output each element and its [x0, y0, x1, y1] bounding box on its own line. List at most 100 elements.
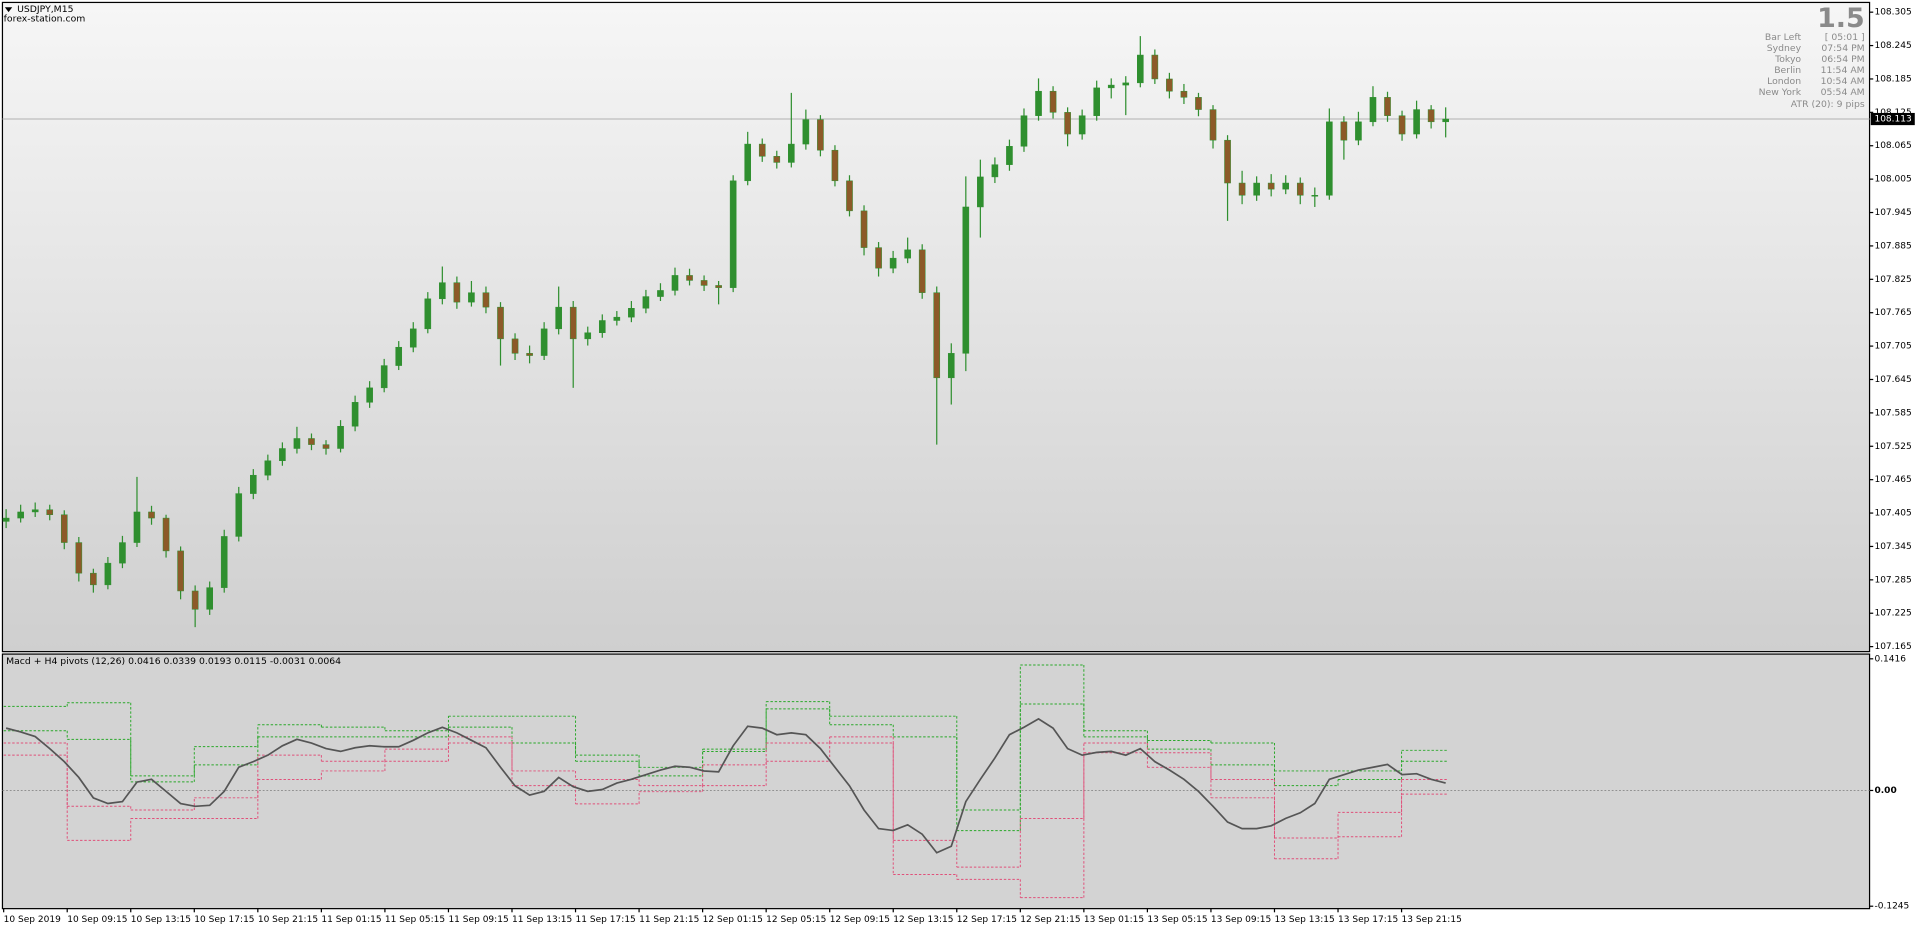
candle-body	[1166, 78, 1173, 92]
candle-body	[1064, 112, 1071, 135]
candle-body	[482, 292, 490, 308]
x-tick-label: 10 Sep 2019	[4, 915, 61, 925]
candle-body	[1035, 90, 1042, 116]
macd-line	[5, 717, 1446, 854]
candle-body	[468, 292, 475, 303]
candle-body	[104, 562, 112, 586]
candle-body	[46, 509, 54, 515]
x-tick-label: 10 Sep 21:15	[258, 915, 318, 925]
candle-body	[904, 249, 911, 259]
candle-body	[235, 493, 243, 537]
candle-body	[206, 587, 213, 610]
candle-body	[133, 511, 141, 543]
y2-tick-label: -0.1245	[1874, 902, 1909, 912]
candle-body	[250, 474, 257, 494]
candle-body	[598, 320, 606, 333]
candle-body	[177, 550, 184, 592]
candle-body	[758, 143, 766, 157]
session-time: 05:54 AM	[1821, 87, 1865, 98]
y-tick-label: 107.705	[1874, 342, 1911, 352]
candle-body	[2, 517, 10, 522]
session-time: [ 05:01 ]	[1825, 32, 1865, 43]
y-tick-label: 107.585	[1874, 408, 1911, 418]
candle-body	[409, 328, 417, 348]
candle-body	[1398, 115, 1406, 135]
candle-body	[715, 285, 722, 288]
candle-body	[279, 448, 286, 461]
candle-body	[817, 119, 824, 151]
candle-body	[366, 387, 373, 403]
y-tick-label: 108.125	[1874, 108, 1911, 118]
x-tick-label: 11 Sep 17:15	[576, 915, 636, 925]
y-tick-label: 108.065	[1874, 141, 1911, 151]
x-tick-label: 13 Sep 21:15	[1402, 915, 1462, 925]
session-name: New York	[1759, 87, 1802, 98]
candle-body	[642, 296, 650, 309]
x-tick-label: 11 Sep 05:15	[385, 915, 445, 925]
candle-body	[1180, 90, 1188, 98]
candle-body	[511, 338, 519, 354]
candle-body	[1020, 115, 1028, 147]
candle-body	[788, 143, 795, 163]
candle-body	[686, 275, 693, 281]
y-tick-label: 107.825	[1874, 275, 1911, 285]
candle-body	[497, 306, 504, 340]
candle-body	[962, 206, 970, 354]
candle-body	[1093, 87, 1100, 116]
candle-body	[628, 308, 635, 318]
candle-body	[1413, 109, 1420, 135]
macd-panel	[1, 653, 1871, 910]
candle-body	[744, 143, 752, 182]
session-name: Sydney	[1767, 43, 1802, 54]
candle-body	[220, 536, 228, 588]
session-time: 06:54 PM	[1821, 54, 1864, 65]
site-label: forex-station.com	[4, 13, 86, 24]
y-tick-label: 107.885	[1874, 241, 1911, 251]
y-tick-label: 108.185	[1874, 74, 1911, 84]
candle-body	[1355, 121, 1362, 141]
candle-body	[1369, 97, 1377, 123]
candle-body	[540, 328, 548, 356]
y-tick-label: 107.225	[1874, 609, 1911, 619]
session-time: 11:54 AM	[1821, 65, 1865, 76]
candle-body	[729, 180, 737, 288]
candle-body	[60, 514, 68, 543]
current-price-label: 108.113	[1874, 115, 1912, 125]
spread-value: 1.5	[1817, 3, 1865, 34]
candle-body	[308, 438, 315, 445]
candle-body	[1296, 182, 1304, 196]
candle-body	[1137, 54, 1144, 84]
candle-body	[90, 572, 97, 586]
candle-body	[977, 176, 984, 208]
y-tick-label: 107.945	[1874, 208, 1911, 218]
candle-body	[1195, 97, 1202, 110]
candle-body	[773, 156, 781, 163]
session-name: London	[1767, 76, 1801, 87]
candle-body	[1209, 109, 1217, 141]
menu-arrow[interactable]	[4, 7, 13, 13]
candle-body	[1238, 182, 1246, 196]
candle-body	[1253, 182, 1260, 196]
x-tick-label: 12 Sep 17:15	[957, 915, 1017, 925]
candle-body	[831, 149, 839, 182]
candle-body	[569, 306, 577, 340]
candle-body	[947, 353, 955, 379]
x-tick-label: 11 Sep 09:15	[448, 915, 508, 925]
y2-tick-label: 0.00	[1874, 786, 1896, 796]
candle-body	[860, 210, 868, 248]
y-tick-label: 107.525	[1874, 442, 1911, 452]
y-tick-label: 108.005	[1874, 175, 1911, 185]
candle-body	[119, 542, 126, 564]
x-tick-label: 11 Sep 13:15	[512, 915, 572, 925]
y-tick-label: 107.405	[1874, 509, 1911, 519]
x-tick-label: 13 Sep 17:15	[1338, 915, 1398, 925]
candle-body	[1122, 82, 1130, 86]
candle-body	[584, 332, 592, 340]
y-tick-label: 107.645	[1874, 375, 1911, 385]
candle-body	[162, 517, 170, 552]
candle-body	[395, 346, 403, 366]
candle-body	[264, 460, 272, 476]
candle-body	[1282, 182, 1290, 190]
candle-body	[439, 282, 446, 300]
